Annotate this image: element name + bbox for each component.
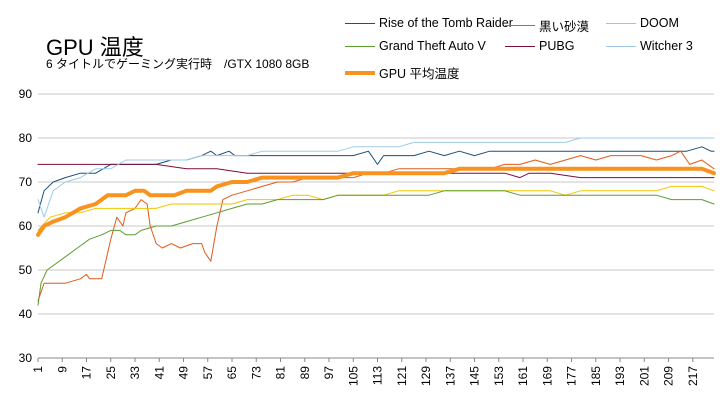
legend-swatch [345,45,375,47]
legend-item-black-desert: 黒い砂漠 [505,16,589,35]
series-line-4 [37,163,715,179]
series-line-1 [37,150,715,302]
y-tick-label: 90 [19,87,33,101]
x-tick-label: 161 [516,366,530,386]
legend-label: 黒い砂漠 [539,20,590,34]
y-tick-label: 60 [19,219,33,233]
legend-label: Witcher 3 [640,39,693,53]
legend-label: Grand Theft Auto V [379,39,486,53]
x-tick-label: 217 [686,366,700,386]
x-tick-label: 193 [613,366,627,386]
x-tick-label: 177 [565,366,579,386]
x-tick-label: 137 [443,366,457,386]
gridlines [38,93,714,359]
x-tick-label: 1 [31,366,45,373]
legend-swatch [505,25,535,26]
y-tick-label: 40 [19,307,33,321]
x-tick-label: 129 [419,366,433,386]
x-tick-label: 105 [346,366,360,386]
legend-item-gta5: Grand Theft Auto V [345,39,486,53]
legend-swatch [345,22,375,24]
x-tick-label: 209 [662,366,676,386]
legend-swatch [606,45,636,47]
legend-label: DOOM [640,16,679,30]
x-tick-label: 97 [322,366,336,380]
x-tick-label: 17 [80,366,94,380]
x-tick-label: 9 [55,366,69,373]
series-lines [36,137,716,306]
legend-swatch [505,45,535,47]
x-tick-label: 49 [177,366,191,380]
x-axis-ticks: 1 9 17 25 33 41 49 57 65 73 81 89 97 105 113 121 129 137 1… [31,358,700,386]
legend-label: GPU 平均温度 [379,67,460,81]
x-tick-label: 25 [104,366,118,380]
x-tick-label: 169 [540,366,554,386]
y-tick-label: 30 [19,351,33,365]
legend-item-average: GPU 平均温度 [345,63,460,82]
y-tick-label: 50 [19,263,33,277]
x-tick-label: 73 [249,366,263,380]
legend-swatch [345,70,375,75]
series-line-5 [37,137,715,218]
x-tick-label: 81 [274,366,288,380]
x-tick-label: 65 [225,366,239,380]
x-tick-label: 113 [371,366,385,385]
x-tick-label: 201 [637,366,651,386]
series-line-6 [36,166,716,237]
series-line-2 [37,185,715,231]
x-tick-label: 41 [152,366,166,380]
legend-label: PUBG [539,39,575,53]
legend-item-pubg: PUBG [505,39,574,53]
legend-swatch [606,22,636,24]
y-axis-ticks: 30 40 50 60 70 80 90 [19,87,33,365]
x-tick-label: 89 [298,366,312,380]
x-tick-label: 57 [201,366,215,380]
x-tick-label: 153 [492,366,506,386]
legend-item-witcher3: Witcher 3 [606,39,693,53]
y-tick-label: 70 [19,175,33,189]
series-line-3 [37,190,715,306]
x-tick-label: 33 [128,366,142,380]
legend-item-doom: DOOM [606,16,679,30]
legend-label: Rise of the Tomb Raider [379,16,513,30]
chart-subtitle: 6 タイトルでゲーミング実行時 /GTX 1080 8GB [46,57,310,71]
x-tick-label: 145 [468,366,482,386]
x-tick-label: 185 [589,366,603,386]
y-tick-label: 80 [19,131,33,145]
chart-title: GPU 温度 [46,35,144,60]
x-tick-label: 121 [395,366,409,386]
legend-item-tomb-raider: Rise of the Tomb Raider [345,16,513,30]
